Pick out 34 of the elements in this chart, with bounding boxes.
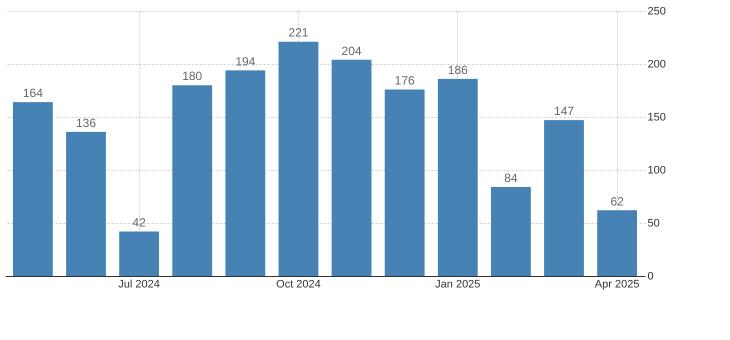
y-tick-label: 150: [648, 112, 666, 124]
y-tick-label: 100: [648, 164, 666, 176]
x-tick-label: Jan 2025: [435, 278, 480, 290]
bar: [172, 85, 212, 276]
y-tick-label: 200: [648, 58, 666, 70]
data-label: 84: [504, 170, 518, 185]
y-tick-label: 0: [648, 270, 654, 282]
data-label: 204: [342, 44, 362, 58]
data-label: 62: [610, 194, 624, 208]
data-label: 147: [554, 104, 574, 118]
y-tick-label: 50: [648, 218, 660, 230]
data-label: 194: [235, 54, 256, 68]
bar: [597, 210, 638, 276]
data-label: 176: [394, 73, 415, 88]
data-label: 180: [182, 69, 203, 84]
x-tick-label: Oct 2024: [276, 278, 321, 290]
bar: [490, 186, 531, 276]
data-label: 42: [132, 215, 146, 230]
data-label: 186: [448, 62, 468, 77]
bar: [66, 132, 106, 276]
bar: [332, 60, 372, 276]
bar: [225, 70, 266, 276]
bar: [12, 102, 53, 276]
x-tick-label: Jul 2024: [118, 278, 160, 290]
bar: [278, 42, 318, 276]
data-label: 164: [22, 86, 44, 100]
bar: [544, 120, 584, 276]
bar: [438, 78, 478, 276]
y-tick-label: 250: [648, 6, 666, 18]
x-tick-label: Apr 2025: [594, 278, 640, 290]
bar: [384, 89, 425, 276]
data-label: 221: [288, 26, 309, 40]
data-label: 136: [76, 116, 96, 130]
bar: [119, 231, 160, 276]
